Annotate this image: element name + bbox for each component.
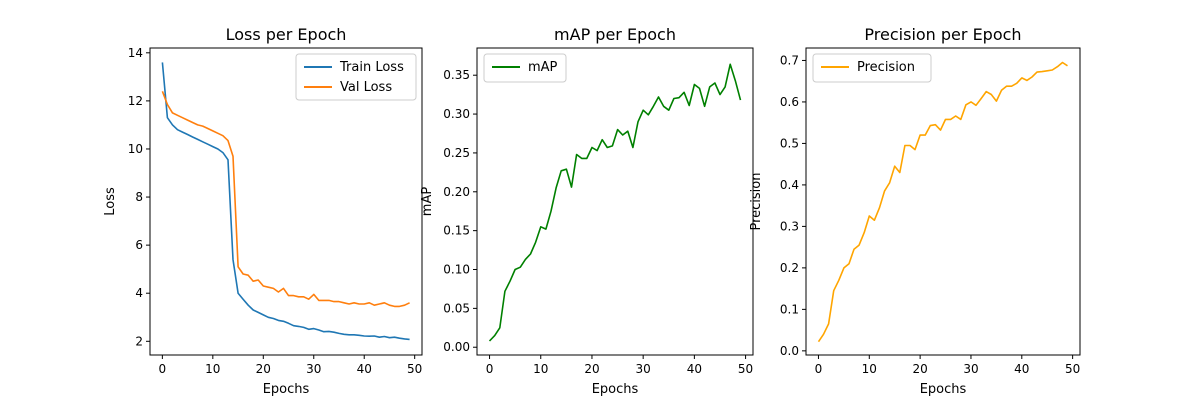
series-line-val-loss — [161, 91, 410, 308]
y-tick-label: 0.15 — [443, 224, 470, 238]
y-tick-label: 6 — [135, 238, 143, 252]
y-tick-label: 0.35 — [443, 68, 470, 82]
y-tick-label: 8 — [135, 190, 143, 204]
y-tick-label: 10 — [128, 142, 143, 156]
x-tick-label: 30 — [306, 362, 321, 376]
x-tick-label: 0 — [159, 362, 167, 376]
x-tick-label: 40 — [1014, 362, 1029, 376]
x-tick-label: 20 — [584, 362, 599, 376]
x-tick-label: 50 — [407, 362, 422, 376]
chart-panel-2: mAP per Epoch 0 10 20 30 40 50 0.00 0.05 0.10 0.15… — [420, 25, 754, 397]
series-line-map — [488, 63, 742, 342]
legend-label: mAP — [528, 60, 558, 75]
legend-label: Val Loss — [340, 80, 392, 95]
legend-box — [295, 53, 417, 101]
y-tick-label: 0.4 — [780, 178, 799, 192]
plot-frame — [805, 47, 1081, 356]
series-line-precision — [817, 61, 1068, 343]
x-tick-label: 10 — [862, 362, 877, 376]
x-tick-label: 40 — [357, 362, 372, 376]
x-tick-label: 10 — [205, 362, 220, 376]
y-tick-label: 0.0 — [780, 344, 799, 358]
legend-box — [812, 53, 932, 83]
y-tick-label: 0.1 — [780, 302, 799, 316]
x-tick-label: 30 — [636, 362, 651, 376]
y-axis-label: Loss — [103, 187, 118, 216]
plot-frame — [476, 47, 754, 356]
chart-title: Precision per Epoch — [864, 25, 1021, 44]
y-tick-label: 2 — [135, 334, 143, 348]
x-tick-label: 20 — [912, 362, 927, 376]
plot-frame — [149, 47, 423, 356]
x-tick-label: 10 — [533, 362, 548, 376]
series-line-train-loss — [161, 62, 410, 341]
chart-title: Loss per Epoch — [226, 25, 347, 44]
x-axis-label: Epochs — [592, 382, 639, 397]
y-tick-label: 0.20 — [443, 185, 470, 199]
x-tick-label: 0 — [486, 362, 494, 376]
y-tick-label: 0.00 — [443, 340, 470, 354]
x-axis-label: Epochs — [263, 382, 310, 397]
legend-label: Precision — [857, 60, 915, 75]
legend-box — [483, 53, 567, 83]
x-tick-label: 20 — [256, 362, 271, 376]
y-tick-label: 0.3 — [780, 219, 799, 233]
legend: Precision — [812, 53, 932, 83]
y-tick-label: 12 — [128, 94, 143, 108]
y-tick-label: 0.10 — [443, 263, 470, 277]
y-tick-label: 0.25 — [443, 146, 470, 160]
x-tick-label: 40 — [687, 362, 702, 376]
y-tick-label: 0.7 — [780, 53, 799, 67]
y-tick-label: 4 — [135, 286, 143, 300]
y-tick-label: 0.6 — [780, 95, 799, 109]
chart-panel-3: Precision per Epoch 0 10 20 30 40 50 0.0 0.1 0.2 0… — [749, 25, 1081, 397]
y-axis-label: mAP — [420, 187, 435, 217]
chart-panel-1: Loss per Epoch 0 10 20 30 40 50 2 4 6 8 10 12 14 Epoch… — [103, 25, 423, 397]
x-tick-label: 30 — [963, 362, 978, 376]
y-axis-label: Precision — [749, 172, 764, 230]
chart-title: mAP per Epoch — [554, 25, 676, 44]
legend-label: Train Loss — [339, 60, 404, 75]
legend: mAP — [483, 53, 567, 83]
legend: Train Loss Val Loss — [295, 53, 417, 101]
y-tick-label: 0.05 — [443, 301, 470, 315]
x-tick-label: 50 — [738, 362, 753, 376]
y-tick-label: 14 — [128, 46, 143, 60]
x-tick-label: 50 — [1065, 362, 1080, 376]
x-tick-label: 0 — [815, 362, 823, 376]
y-tick-label: 0.30 — [443, 107, 470, 121]
y-tick-label: 0.5 — [780, 136, 799, 150]
x-axis-label: Epochs — [920, 382, 967, 397]
y-tick-label: 0.2 — [780, 261, 799, 275]
